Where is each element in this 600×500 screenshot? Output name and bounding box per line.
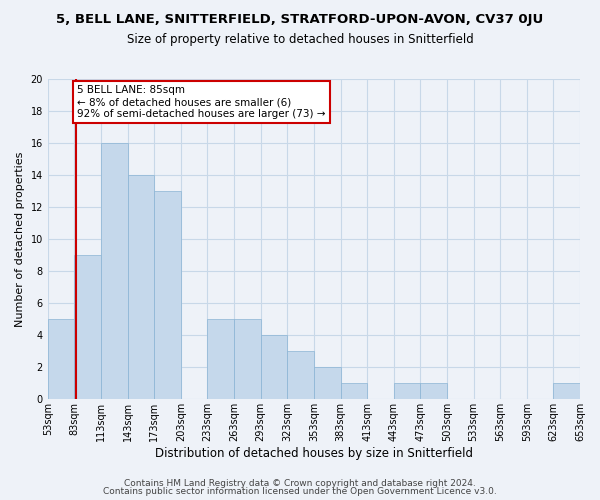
Text: Size of property relative to detached houses in Snitterfield: Size of property relative to detached ho… bbox=[127, 32, 473, 46]
Bar bbox=[260, 336, 287, 400]
Bar bbox=[74, 255, 101, 400]
Text: Contains HM Land Registry data © Crown copyright and database right 2024.: Contains HM Land Registry data © Crown c… bbox=[124, 478, 476, 488]
Bar bbox=[128, 175, 154, 400]
Bar bbox=[287, 352, 314, 400]
Bar bbox=[101, 143, 128, 400]
Bar bbox=[421, 384, 447, 400]
Bar bbox=[394, 384, 421, 400]
Bar bbox=[341, 384, 367, 400]
Bar bbox=[314, 368, 341, 400]
Bar bbox=[553, 384, 580, 400]
Bar bbox=[154, 191, 181, 400]
Bar bbox=[48, 320, 74, 400]
Text: 5 BELL LANE: 85sqm
← 8% of detached houses are smaller (6)
92% of semi-detached : 5 BELL LANE: 85sqm ← 8% of detached hous… bbox=[77, 86, 326, 118]
X-axis label: Distribution of detached houses by size in Snitterfield: Distribution of detached houses by size … bbox=[155, 447, 473, 460]
Bar bbox=[208, 320, 234, 400]
Text: 5, BELL LANE, SNITTERFIELD, STRATFORD-UPON-AVON, CV37 0JU: 5, BELL LANE, SNITTERFIELD, STRATFORD-UP… bbox=[56, 12, 544, 26]
Bar bbox=[234, 320, 260, 400]
Text: Contains public sector information licensed under the Open Government Licence v3: Contains public sector information licen… bbox=[103, 487, 497, 496]
Y-axis label: Number of detached properties: Number of detached properties bbox=[15, 152, 25, 327]
